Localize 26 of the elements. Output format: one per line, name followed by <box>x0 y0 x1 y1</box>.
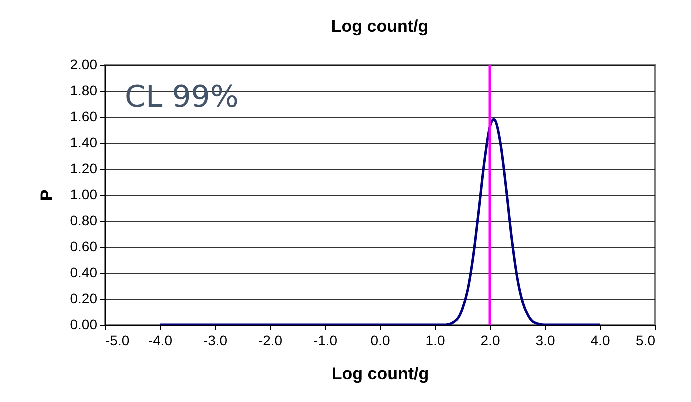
x-tick-label: -1.0 <box>313 332 338 348</box>
y-tick-label: 0.20 <box>70 290 98 306</box>
x-tick-label: -5.0 <box>106 332 130 348</box>
x-tick-label: -3.0 <box>203 332 228 348</box>
x-axis-title: Log count/g <box>332 364 430 384</box>
x-tick-label: 2.0 <box>480 332 500 348</box>
x-tick-label: 3.0 <box>536 332 556 348</box>
y-tick-label: 1.00 <box>70 186 98 202</box>
y-tick-label: 0.60 <box>70 238 98 254</box>
chart-title: Log count/g <box>331 17 429 36</box>
x-tick-label: 1.0 <box>426 332 446 348</box>
x-tick-label: -4.0 <box>148 332 173 348</box>
y-tick-label: 1.40 <box>70 134 98 150</box>
x-tick-label: 4.0 <box>590 332 610 348</box>
x-tick-label: 0.0 <box>370 332 390 348</box>
y-tick-label: 1.60 <box>70 108 98 124</box>
y-tick-label: 0.40 <box>70 264 98 280</box>
y-tick-label: 1.20 <box>70 160 98 176</box>
y-tick-label: 2.00 <box>70 56 98 72</box>
x-tick-label: -2.0 <box>258 332 283 348</box>
y-axis-title: P <box>37 190 56 202</box>
x-tick-label: 5.0 <box>636 332 656 348</box>
y-tick-label: 0.00 <box>70 316 98 332</box>
y-tick-label: 0.80 <box>70 212 98 228</box>
line-series <box>158 118 602 325</box>
y-tick-label: 1.80 <box>70 82 98 98</box>
